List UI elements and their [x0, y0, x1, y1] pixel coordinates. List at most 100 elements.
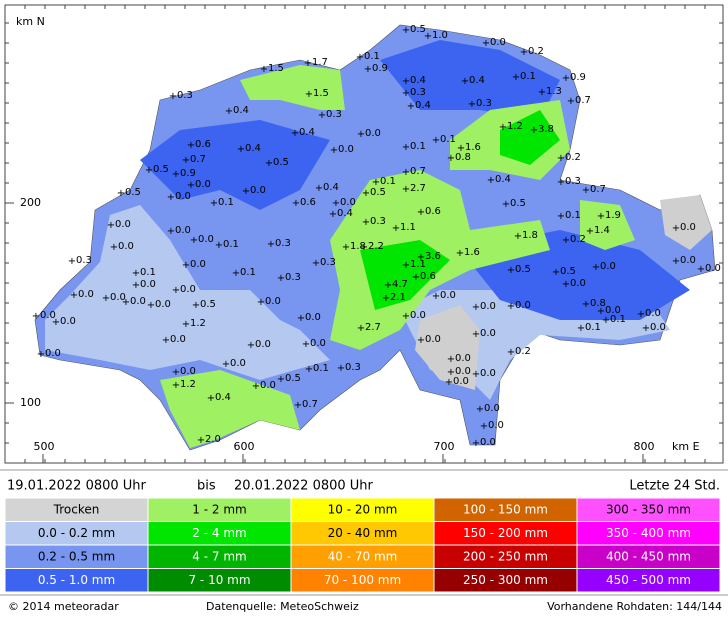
station-value: 0.9	[372, 63, 388, 74]
east-tick-label: 800	[634, 440, 655, 453]
station-value: 4.7	[392, 279, 408, 290]
legend-label: 20 - 40 mm	[328, 526, 398, 540]
station-marker: +	[472, 438, 480, 449]
station-value: 0.1	[140, 267, 156, 278]
legend-label: 350 - 400 mm	[606, 526, 691, 540]
station-marker: +	[557, 211, 565, 222]
station-marker: +	[305, 364, 313, 375]
station-marker: +	[384, 280, 392, 291]
legend-swatch	[576, 568, 721, 593]
legend-label: 300 - 350 mm	[606, 503, 691, 517]
station-marker: +	[672, 256, 680, 267]
period-window: Letzte 24 Std.	[629, 479, 720, 494]
station-value: 0.5	[510, 198, 526, 209]
station-value: 0.0	[190, 259, 206, 270]
legend-label: 0.5 - 1.0 mm	[38, 573, 115, 587]
legend-label: 450 - 500 mm	[606, 573, 691, 587]
station-marker: +	[507, 301, 515, 312]
station-value: 0.8	[590, 298, 606, 309]
station-value: 0.0	[140, 279, 156, 290]
green-zone	[240, 65, 345, 110]
data-source: Datenquelle: MeteoSchweiz	[206, 600, 359, 613]
station-value: 0.1	[440, 134, 456, 145]
station-value: 0.0	[480, 368, 496, 379]
station-marker: +	[107, 220, 115, 231]
station-marker: +	[499, 122, 507, 133]
station-marker: +	[172, 380, 180, 391]
station-marker: +	[70, 290, 78, 301]
station-marker: +	[447, 153, 455, 164]
green-zone	[580, 200, 635, 250]
station-marker: +	[552, 267, 560, 278]
station-marker: +	[187, 140, 195, 151]
station-marker: +	[247, 340, 255, 351]
station-value: 0.1	[585, 322, 601, 333]
station-marker: +	[260, 64, 268, 75]
station-value: 0.1	[410, 141, 426, 152]
station-value: 0.0	[440, 290, 456, 301]
station-value: 0.6	[425, 206, 441, 217]
station-value: 0.3	[285, 272, 301, 283]
station-marker: +	[122, 297, 130, 308]
station-marker: +	[132, 280, 140, 291]
station-value: 0.1	[313, 363, 329, 374]
legend-label: 4 - 7 mm	[192, 550, 246, 564]
station-marker: +	[507, 347, 515, 358]
station-marker: +	[507, 265, 515, 276]
station-value: 0.5	[125, 187, 141, 198]
station-marker: +	[357, 323, 365, 334]
north-label: km N	[16, 15, 45, 28]
dark-zone	[140, 120, 330, 210]
station-value: 0.0	[490, 37, 506, 48]
station-value: 3.8	[538, 124, 554, 135]
station-value: 0.0	[310, 338, 326, 349]
station-value: 1.7	[312, 57, 328, 68]
station-marker: +	[291, 128, 299, 139]
station-value: 0.0	[305, 312, 321, 323]
station-value: 0.5	[410, 24, 426, 35]
station-marker: +	[592, 262, 600, 273]
station-value: 0.0	[198, 234, 214, 245]
station-value: 0.0	[250, 185, 266, 196]
station-value: 0.8	[455, 152, 471, 163]
station-value: 0.3	[345, 362, 361, 373]
dry-zone	[415, 305, 480, 390]
station-marker: +	[672, 223, 680, 234]
legend-label: 10 - 20 mm	[328, 503, 398, 517]
station-marker: +	[294, 400, 302, 411]
station-value: 1.1	[400, 222, 416, 233]
station-marker: +	[169, 91, 177, 102]
period-from: 19.01.2022 0800 Uhr	[7, 479, 147, 494]
station-value: 0.6	[195, 139, 211, 150]
station-value: 0.3	[370, 216, 386, 227]
station-value: 1.9	[605, 210, 621, 221]
legend-label: 2 - 4 mm	[192, 526, 246, 540]
station-value: 1.0	[432, 30, 448, 41]
station-marker: +	[265, 158, 273, 169]
station-marker: +	[461, 76, 469, 87]
station-value: 0.0	[645, 308, 661, 319]
station-value: 0.0	[195, 179, 211, 190]
station-marker: +	[37, 349, 45, 360]
station-marker: +	[402, 88, 410, 99]
station-marker: +	[237, 144, 245, 155]
station-marker: +	[210, 198, 218, 209]
legend-label: Trocken	[53, 503, 100, 517]
station-marker: +	[32, 311, 40, 322]
legend-label: 1 - 2 mm	[192, 503, 246, 517]
legend-label: 40 - 70 mm	[328, 550, 398, 564]
station-value: 0.5	[285, 373, 301, 384]
station-marker: +	[267, 239, 275, 250]
station-marker: +	[432, 291, 440, 302]
station-marker: +	[172, 169, 180, 180]
station-value: 0.1	[223, 239, 239, 250]
station-value: 0.0	[110, 292, 126, 303]
station-value: 0.0	[484, 403, 500, 414]
station-marker: +	[392, 223, 400, 234]
station-marker: +	[512, 72, 520, 83]
station-marker: +	[562, 73, 570, 84]
station-marker: +	[318, 110, 326, 121]
station-marker: +	[372, 177, 380, 188]
